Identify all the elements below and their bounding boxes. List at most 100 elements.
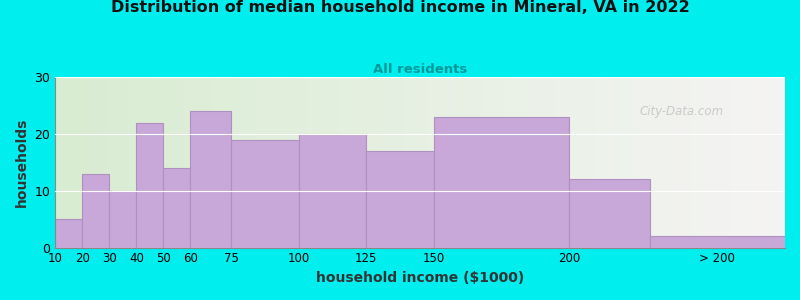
Bar xyxy=(675,77,679,248)
Bar xyxy=(569,179,650,248)
Bar xyxy=(574,77,577,248)
Bar xyxy=(256,77,260,248)
Bar xyxy=(420,77,424,248)
Bar xyxy=(242,77,245,248)
Bar xyxy=(303,77,307,248)
Bar xyxy=(544,77,548,248)
Bar xyxy=(394,77,398,248)
Bar xyxy=(230,77,234,248)
Bar xyxy=(278,77,282,248)
Bar xyxy=(62,77,66,248)
Bar xyxy=(132,77,135,248)
Bar xyxy=(163,168,190,248)
Bar xyxy=(595,77,599,248)
Bar xyxy=(282,77,285,248)
Bar xyxy=(486,77,490,248)
Bar xyxy=(602,77,606,248)
Bar xyxy=(85,77,88,248)
Bar xyxy=(668,77,672,248)
Bar xyxy=(267,77,270,248)
Bar xyxy=(121,77,125,248)
Bar xyxy=(522,77,526,248)
Bar xyxy=(471,77,475,248)
Bar xyxy=(770,77,774,248)
Bar xyxy=(333,77,336,248)
Bar xyxy=(245,77,249,248)
Bar xyxy=(501,77,504,248)
Bar xyxy=(110,191,136,248)
Bar xyxy=(738,77,742,248)
Bar xyxy=(577,77,581,248)
Bar xyxy=(296,77,300,248)
Bar xyxy=(307,77,310,248)
Bar xyxy=(427,77,431,248)
Bar xyxy=(588,77,592,248)
Bar xyxy=(562,77,566,248)
Bar xyxy=(351,77,354,248)
Bar xyxy=(650,236,785,248)
Bar xyxy=(70,77,74,248)
Bar xyxy=(176,77,179,248)
Bar xyxy=(82,174,110,248)
Bar xyxy=(490,77,493,248)
Bar xyxy=(161,77,165,248)
Bar xyxy=(457,77,460,248)
Bar xyxy=(194,77,198,248)
Bar xyxy=(650,77,654,248)
Bar xyxy=(77,77,81,248)
Bar xyxy=(504,77,508,248)
Bar xyxy=(369,77,373,248)
Bar xyxy=(55,77,59,248)
Bar xyxy=(66,77,70,248)
Bar xyxy=(165,77,168,248)
Bar xyxy=(719,77,723,248)
Bar xyxy=(541,77,544,248)
Bar xyxy=(654,77,658,248)
Bar xyxy=(551,77,555,248)
Bar xyxy=(730,77,734,248)
Bar xyxy=(336,77,340,248)
Bar xyxy=(782,77,785,248)
Bar xyxy=(446,77,450,248)
Bar xyxy=(55,219,82,247)
Bar xyxy=(642,77,646,248)
Bar xyxy=(683,77,686,248)
Bar xyxy=(774,77,778,248)
Bar xyxy=(763,77,766,248)
Bar xyxy=(467,77,471,248)
Bar xyxy=(610,77,614,248)
Bar xyxy=(592,77,595,248)
Text: Distribution of median household income in Mineral, VA in 2022: Distribution of median household income … xyxy=(110,0,690,15)
Bar xyxy=(665,77,668,248)
Bar xyxy=(734,77,738,248)
Bar xyxy=(434,77,438,248)
Bar xyxy=(326,77,329,248)
Bar xyxy=(646,77,650,248)
Bar xyxy=(701,77,705,248)
Bar xyxy=(537,77,541,248)
Bar xyxy=(380,77,384,248)
Y-axis label: households: households xyxy=(15,118,29,207)
Bar xyxy=(205,77,209,248)
Bar xyxy=(628,77,632,248)
Bar xyxy=(759,77,763,248)
Bar xyxy=(766,77,770,248)
Bar xyxy=(92,77,95,248)
Bar xyxy=(99,77,102,248)
Bar xyxy=(558,77,562,248)
Bar xyxy=(708,77,712,248)
Bar xyxy=(102,77,106,248)
Bar xyxy=(172,77,176,248)
Bar xyxy=(190,77,194,248)
Bar xyxy=(581,77,584,248)
Bar xyxy=(289,77,293,248)
Bar xyxy=(366,151,434,248)
Bar xyxy=(270,77,274,248)
Bar xyxy=(548,77,551,248)
Bar xyxy=(566,77,570,248)
Bar xyxy=(183,77,186,248)
Bar xyxy=(424,77,427,248)
Bar xyxy=(95,77,99,248)
Bar xyxy=(438,77,442,248)
Bar xyxy=(168,77,172,248)
